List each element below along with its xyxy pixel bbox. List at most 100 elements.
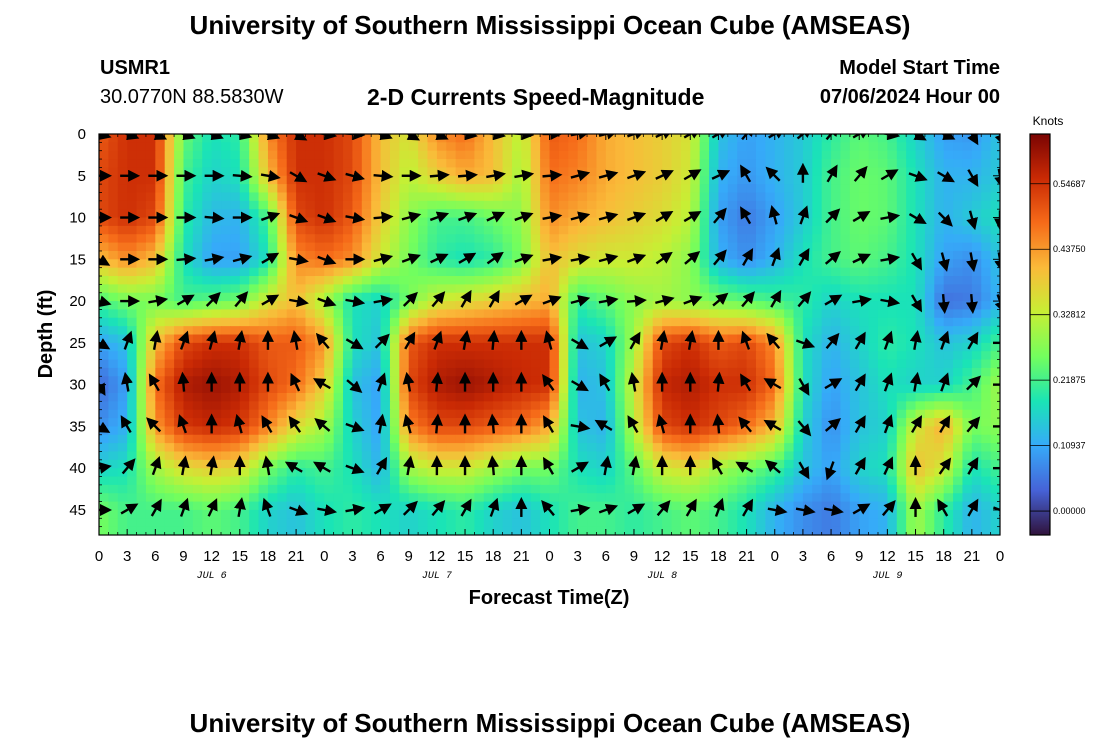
heatmap-cell <box>221 167 231 177</box>
heatmap-cell <box>821 175 832 185</box>
heatmap-cell <box>511 234 522 244</box>
heatmap-cell <box>324 234 335 244</box>
current-arrow <box>599 373 611 392</box>
current-arrow <box>460 498 472 517</box>
heatmap-cell <box>230 250 241 260</box>
heatmap-cell <box>868 434 879 444</box>
heatmap-cell <box>540 276 551 285</box>
heatmap-cell <box>577 159 588 169</box>
heatmap-cell <box>455 468 466 478</box>
heatmap-cell <box>267 409 278 419</box>
heatmap-cell <box>296 159 307 169</box>
heatmap-cell <box>887 317 898 327</box>
heatmap-cell <box>371 234 382 244</box>
heatmap-cell <box>230 225 241 235</box>
heatmap-cell <box>868 175 879 185</box>
heatmap-cell <box>511 392 522 402</box>
heatmap-cell <box>221 267 231 277</box>
heatmap-cell <box>990 426 1000 436</box>
heatmap-cell <box>746 434 757 444</box>
heatmap-cell <box>108 326 119 336</box>
heatmap-cell <box>211 234 222 244</box>
heatmap-cell <box>99 509 109 519</box>
heatmap-cell <box>652 409 663 419</box>
heatmap-cell <box>633 225 644 235</box>
heatmap-cell <box>690 518 701 528</box>
heatmap-cell <box>859 351 870 361</box>
heatmap-cell <box>202 134 213 143</box>
heatmap-cell <box>699 518 710 528</box>
heatmap-cell <box>258 284 269 294</box>
heatmap-cell <box>633 284 644 294</box>
heatmap-cell <box>971 401 982 411</box>
heatmap-cell <box>812 301 823 311</box>
heatmap-cell <box>352 367 363 377</box>
heatmap-cell <box>174 175 185 185</box>
heatmap-cell <box>906 301 917 311</box>
heatmap-cell <box>521 418 532 427</box>
heatmap-cell <box>868 451 879 461</box>
heatmap-cell <box>286 209 297 219</box>
heatmap-cell <box>831 150 842 160</box>
heatmap-cell <box>333 159 344 169</box>
heatmap-cell <box>934 250 945 260</box>
heatmap-cell <box>371 409 382 419</box>
heatmap-cell <box>727 276 738 285</box>
heatmap-cell <box>352 434 363 444</box>
heatmap-cell <box>249 376 260 386</box>
heatmap-cell <box>455 175 466 185</box>
heatmap-cell <box>221 234 231 244</box>
heatmap-cell <box>465 451 476 461</box>
heatmap-cell <box>164 276 175 285</box>
heatmap-cell <box>258 175 269 185</box>
heatmap-cell <box>849 518 860 528</box>
heatmap-cell <box>812 426 823 436</box>
heatmap-cell <box>511 426 522 436</box>
heatmap-cell <box>483 342 494 352</box>
heatmap-cell <box>887 184 898 194</box>
heatmap-cell <box>868 392 879 402</box>
heatmap-cell <box>258 392 269 402</box>
heatmap-cell <box>746 409 757 419</box>
heatmap-cell <box>324 200 335 210</box>
heatmap-cell <box>371 292 382 302</box>
heatmap-cell <box>587 259 598 269</box>
heatmap-cell <box>784 134 795 143</box>
heatmap-cell <box>230 426 241 436</box>
heatmap-cell <box>493 401 504 411</box>
heatmap-cell <box>652 175 663 185</box>
heatmap-cell <box>155 418 166 427</box>
heatmap-cell <box>793 217 804 227</box>
heatmap-cell <box>446 367 457 377</box>
heatmap-cell <box>352 418 363 427</box>
heatmap-cell <box>211 526 222 535</box>
heatmap-cell <box>427 409 438 419</box>
heatmap-cell <box>239 451 250 461</box>
heatmap-cell <box>108 334 119 344</box>
heatmap-cell <box>915 309 926 319</box>
heatmap-cell <box>530 259 541 269</box>
heatmap-cell <box>286 493 297 503</box>
heatmap-cell <box>155 200 166 210</box>
heatmap-cell <box>802 276 813 285</box>
heatmap-cell <box>502 493 513 503</box>
heatmap-cell <box>483 225 494 235</box>
heatmap-cell <box>943 200 954 210</box>
heatmap-cell <box>633 134 644 143</box>
heatmap-cell <box>596 192 607 202</box>
heatmap-cell <box>239 200 250 210</box>
heatmap-cell <box>314 175 325 185</box>
heatmap-cell <box>643 301 654 311</box>
heatmap-cell <box>361 234 372 244</box>
heatmap-cell <box>596 167 607 177</box>
heatmap-cell <box>343 468 354 478</box>
heatmap-cell <box>690 484 701 494</box>
heatmap-cell <box>924 459 935 469</box>
heatmap-cell <box>202 225 213 235</box>
heatmap-cell <box>558 175 569 185</box>
current-arrow <box>401 253 421 265</box>
heatmap-cell <box>577 309 588 319</box>
heatmap-cell <box>483 367 494 377</box>
heatmap-cell <box>793 409 804 419</box>
heatmap-cell <box>145 276 156 285</box>
